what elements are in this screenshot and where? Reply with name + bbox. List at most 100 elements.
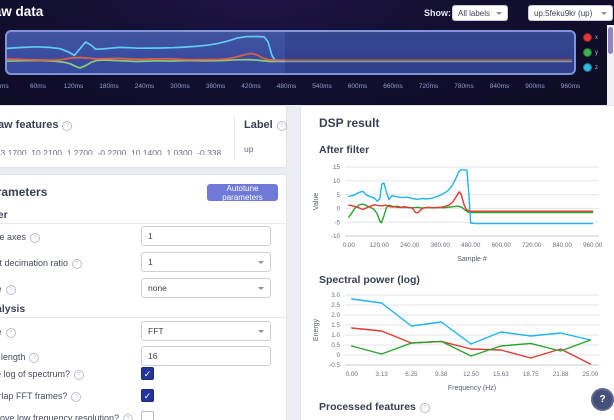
info-icon[interactable]: ? [29,353,40,363]
info-icon[interactable]: ? [276,121,287,131]
dsp-result-card: DSP result After filter 15 10 5 0 -5 -10 0.00 1… [300,105,614,420]
svg-text:12.50: 12.50 [463,371,479,378]
svg-text:-5: -5 [334,219,340,226]
take-log-checkbox[interactable]: ✓ [141,367,154,380]
scale-axes-input[interactable]: 1 [141,226,271,246]
scale-axes-label: Scale axes? [0,232,41,243]
info-icon[interactable]: ? [72,259,83,269]
fft-length-input[interactable]: 16 [141,346,271,366]
low-freq-resolution-label: Improve low frequency resolution?? [0,413,134,420]
svg-text:720.00: 720.00 [522,242,542,249]
svg-text:Value: Value [313,193,320,210]
chart-unselected-region [285,32,574,73]
time-tick-label: 960ms [560,83,581,90]
info-icon[interactable]: ? [74,370,85,380]
svg-text:15: 15 [333,164,341,171]
legend-item-y[interactable]: y [583,48,598,57]
time-tick-label: 720ms [418,83,439,90]
svg-text:360.00: 360.00 [431,242,451,249]
svg-text:2.0: 2.0 [331,312,340,319]
help-button[interactable]: ? [591,388,614,411]
time-tick-label: 420ms [241,83,261,90]
info-icon[interactable]: ? [5,328,16,338]
analysis-type-select[interactable]: FFT [141,321,271,341]
take-log-label: Take log of spectrum?? [0,369,85,380]
chevron-down-icon [601,11,607,15]
label-filter-select[interactable]: All labels [452,5,508,21]
section-filter: Filter [0,209,8,221]
filter-type-select[interactable]: none [141,278,271,298]
legend-item-x[interactable]: x [583,33,598,42]
svg-text:960.00: 960.00 [583,242,603,249]
time-tick-label: 840ms [489,83,510,90]
scrollbar-thumb[interactable] [608,27,613,54]
info-icon[interactable]: ? [419,403,430,413]
label-title: Label? [244,119,287,131]
overlap-frames-checkbox[interactable]: ✓ [141,389,154,402]
raw-data-chart[interactable] [5,30,576,75]
svg-text:0: 0 [336,206,340,213]
svg-text:840.00: 840.00 [553,242,573,249]
time-tick-label: 180ms [99,83,119,90]
svg-text:0.5: 0.5 [331,342,340,349]
info-icon[interactable]: ? [123,414,134,420]
analysis-type-label: Type? [0,327,16,338]
time-tick-label: 240ms [134,83,155,90]
section-analysis: Analysis [0,303,26,315]
svg-text:1.5: 1.5 [331,322,340,329]
fft-length-label: FFT length? [0,352,40,363]
filter-type-label: Type? [0,284,16,295]
svg-text:-10: -10 [331,233,341,240]
svg-text:0.00: 0.00 [343,242,356,249]
svg-text:3.13: 3.13 [375,371,388,378]
parameters-title: Parameters [0,185,48,199]
legend-dot-icon [583,48,592,57]
time-tick-label: 540ms [312,83,332,90]
chevron-down-icon [496,11,502,15]
legend-label: y [595,49,598,56]
time-tick-label: 900ms [525,83,545,90]
info-icon[interactable]: ? [71,392,82,402]
scrollbar-track[interactable] [607,25,614,105]
autotune-button[interactable]: Autotune parameters [207,184,278,202]
svg-text:15.63: 15.63 [493,371,509,378]
divider [0,317,288,318]
svg-text:2.5: 2.5 [331,302,340,309]
legend-label: x [595,34,598,41]
time-tick-label: 780ms [454,83,474,90]
svg-text:0: 0 [336,352,340,359]
spectral-power-title: Spectral power (log) [319,274,420,286]
raw-features-card: Raw features? 1.0800, -3.1700, 10.2100, … [0,105,287,168]
time-tick-label: 120ms [63,83,84,90]
legend-item-z[interactable]: z [583,63,598,72]
chevron-down-icon [258,286,264,290]
time-tick-label: 600ms [347,83,368,90]
legend-label: z [595,64,598,71]
decimation-ratio-select[interactable]: 1 [141,252,271,272]
svg-text:3.0: 3.0 [331,292,340,299]
svg-text:-0.5: -0.5 [329,362,340,369]
raw-features-title: Raw features? [0,119,73,131]
time-tick-label: 60ms [30,83,46,90]
svg-text:0.00: 0.00 [346,371,359,378]
raw-data-chart-canvas [7,32,574,73]
svg-text:Energy: Energy [313,318,320,341]
time-tick-label: 660ms [383,83,403,90]
time-axis: 0ms 60ms 120ms 180ms 240ms 300ms 360ms 420ms 480… [0,83,614,95]
svg-text:120.00: 120.00 [370,242,390,249]
info-icon[interactable]: ? [30,233,41,243]
show-label: Show: [424,8,451,18]
time-tick-label: 0ms [0,83,9,90]
svg-text:1.0: 1.0 [331,332,340,339]
info-icon[interactable]: ? [62,121,73,131]
low-freq-resolution-checkbox[interactable] [141,411,154,420]
header: Raw data Show: All labels up.5feku9kr (u… [0,0,614,105]
dsp-result-title: DSP result [319,116,380,130]
decimation-ratio-label: Input decimation ratio? [0,258,83,269]
sample-select[interactable]: up.5feku9kr (up) [528,5,613,21]
chevron-down-icon [258,260,264,264]
overlap-frames-label: Overlap FFT frames?? [0,391,82,402]
processed-features-title: Processed features? [319,401,430,413]
info-icon[interactable]: ? [5,285,16,295]
svg-text:600.00: 600.00 [492,242,512,249]
